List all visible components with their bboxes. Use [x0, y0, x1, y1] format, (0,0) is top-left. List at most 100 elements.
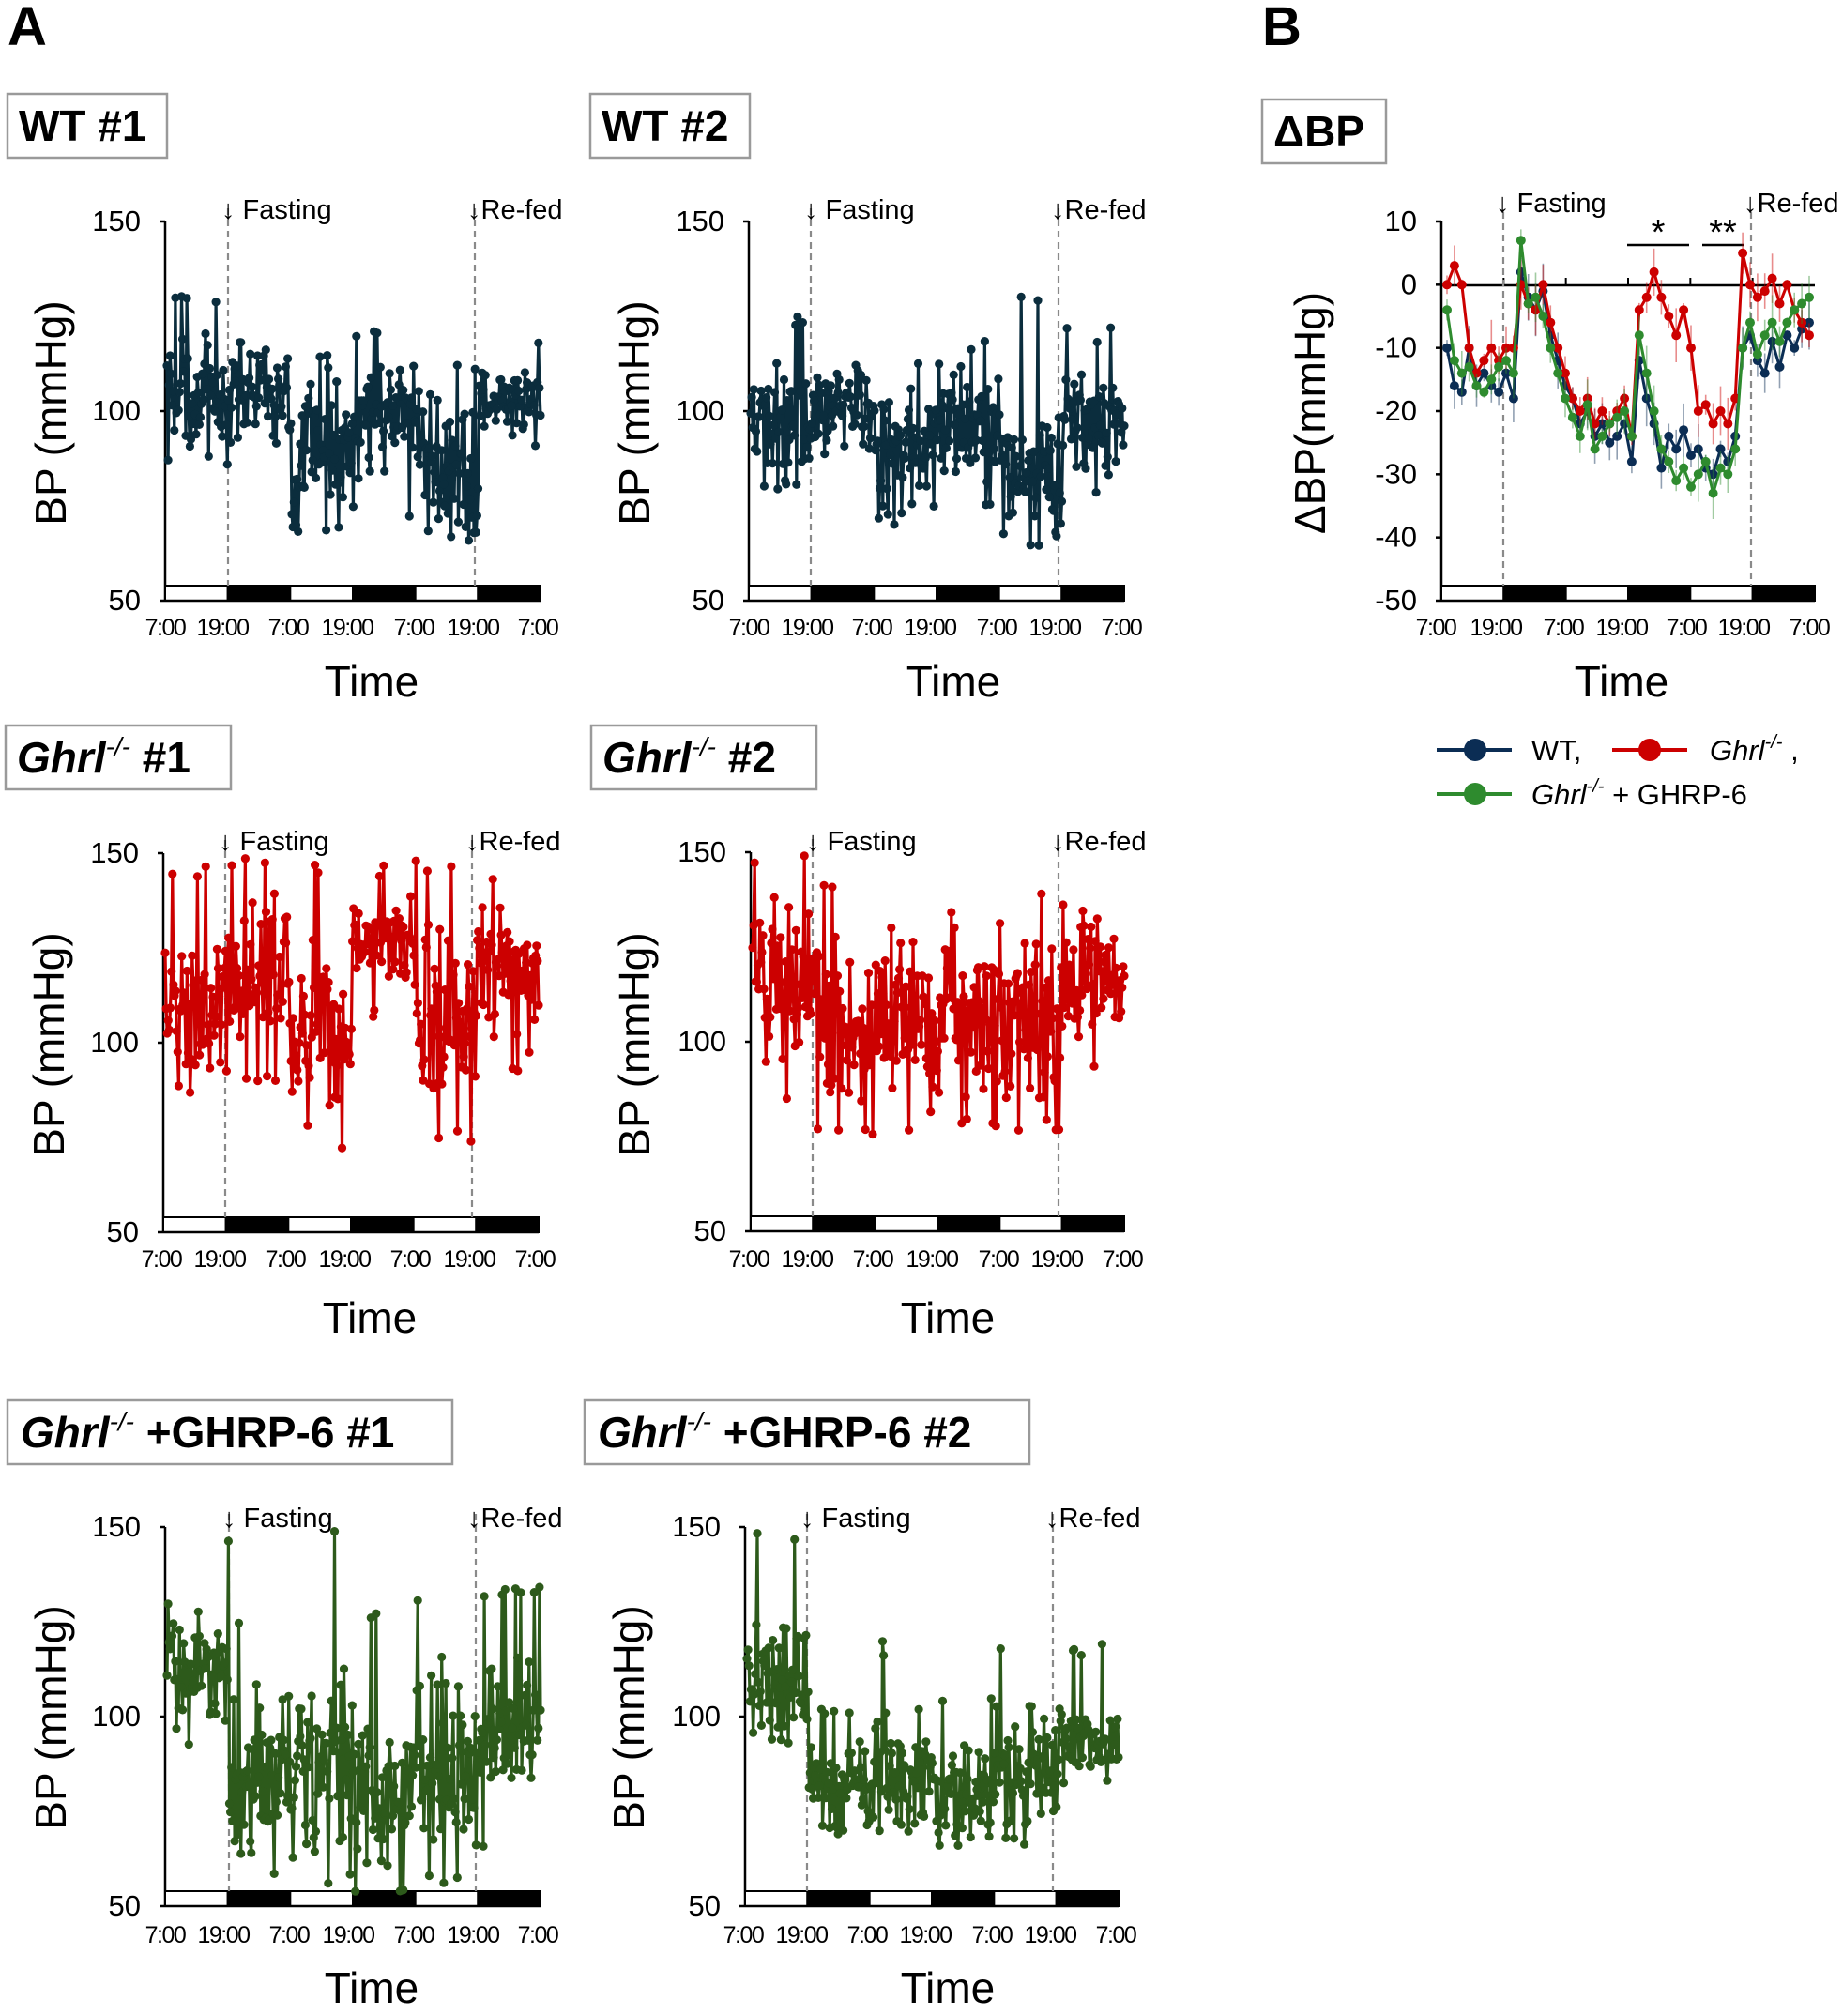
- data-point: [175, 388, 184, 397]
- data-point: [332, 1061, 342, 1070]
- x-tick-label: 7:00: [518, 1922, 558, 1948]
- data-point: [988, 1797, 998, 1807]
- data-point: [776, 1735, 786, 1745]
- data-point: [364, 452, 373, 463]
- data-point: [762, 393, 771, 403]
- data-point: [430, 467, 439, 477]
- data-point: [202, 385, 211, 394]
- data-point: [348, 502, 358, 512]
- data-point: [1080, 977, 1089, 986]
- dark-period: [936, 585, 1000, 602]
- data-point: [226, 1808, 236, 1817]
- data-point: [284, 1691, 294, 1701]
- data-point: [432, 987, 441, 997]
- data-point: [473, 484, 483, 494]
- y-axis-label: BP (mmHg): [26, 1605, 75, 1829]
- x-tick-label: 7:00: [1096, 1922, 1136, 1948]
- data-point: [810, 989, 819, 999]
- data-point: [1494, 361, 1504, 372]
- data-point: [1009, 435, 1019, 444]
- data-point: [1010, 1834, 1019, 1843]
- data-point: [304, 1061, 313, 1071]
- y-axis-label: ΔBP(mmHg): [1286, 292, 1334, 534]
- data-point: [762, 994, 772, 1003]
- data-point: [445, 1775, 455, 1784]
- data-point: [308, 1815, 317, 1825]
- data-point: [473, 936, 482, 945]
- data-point: [294, 527, 303, 537]
- data-point: [750, 858, 759, 867]
- data-point: [1036, 472, 1045, 481]
- data-point: [872, 1779, 881, 1788]
- data-point: [985, 499, 995, 510]
- data-point: [276, 1789, 285, 1798]
- data-point: [995, 410, 1004, 420]
- data-point: [171, 986, 180, 996]
- data-point: [193, 1607, 203, 1616]
- data-point: [468, 1795, 478, 1804]
- data-point: [266, 1016, 275, 1026]
- dark-period: [1055, 1890, 1120, 1907]
- data-point: [845, 1708, 854, 1718]
- data-point: [449, 1711, 458, 1720]
- data-point: [1060, 415, 1070, 424]
- data-point: [292, 1051, 301, 1061]
- light-period: [873, 585, 937, 602]
- data-point: [227, 1763, 236, 1772]
- data-point: [252, 351, 263, 360]
- data-point: [751, 426, 761, 436]
- data-point: [437, 1652, 447, 1662]
- chart-title: WT #2: [602, 101, 728, 150]
- y-tick-label: 50: [694, 1214, 726, 1247]
- data-point: [1471, 368, 1482, 378]
- data-point: [175, 1625, 184, 1635]
- data-point: [506, 1731, 515, 1740]
- legend-label-ghrl: Ghrl-/- ,: [1710, 732, 1799, 767]
- data-point: [1024, 455, 1033, 466]
- data-point: [480, 1740, 490, 1749]
- data-point: [941, 443, 952, 452]
- data-point: [413, 999, 422, 1008]
- data-point: [525, 1657, 534, 1667]
- data-point: [922, 1062, 933, 1072]
- title-box: [589, 724, 818, 791]
- legend-gene: Ghrl: [1531, 778, 1588, 811]
- data-point: [819, 880, 829, 890]
- data-point: [468, 967, 478, 976]
- data-point: [1000, 1067, 1010, 1077]
- data-point: [1790, 305, 1800, 315]
- data-point: [1043, 1052, 1052, 1061]
- data-point: [189, 419, 198, 429]
- data-point: [1026, 1083, 1035, 1092]
- chart-title: Ghrl-/- +GHRP-6 #1: [21, 1407, 394, 1457]
- data-point: [1664, 431, 1674, 441]
- dark-period: [350, 1216, 415, 1233]
- data-point: [337, 1734, 346, 1744]
- data-point: [287, 1087, 297, 1096]
- data-point: [1066, 435, 1076, 444]
- data-point: [312, 1019, 322, 1029]
- data-point: [285, 1757, 295, 1766]
- data-point: [789, 1713, 799, 1722]
- data-point: [792, 480, 801, 489]
- data-point: [169, 1619, 178, 1628]
- data-point: [855, 1737, 864, 1747]
- data-point: [963, 1774, 972, 1784]
- chart-title: Ghrl-/- #2: [602, 732, 776, 782]
- data-point: [861, 1031, 871, 1040]
- data-point: [495, 903, 505, 912]
- chart-ghrp1: Ghrl-/- +GHRP-6 #1 BP (mmHg) 50 100 150 …: [6, 1398, 563, 2012]
- data-point: [975, 997, 984, 1006]
- title-superscript: -/-: [692, 732, 716, 761]
- data-point: [496, 1717, 506, 1727]
- data-point: [916, 436, 925, 446]
- data-point: [871, 960, 880, 970]
- data-point: [891, 1768, 900, 1778]
- data-point: [778, 1054, 787, 1063]
- data-point: [1656, 292, 1667, 302]
- data-point: [399, 386, 408, 395]
- data-point: [834, 374, 844, 385]
- y-tick-label: -30: [1375, 457, 1417, 490]
- data-point: [201, 1664, 210, 1673]
- data-point: [803, 1688, 813, 1697]
